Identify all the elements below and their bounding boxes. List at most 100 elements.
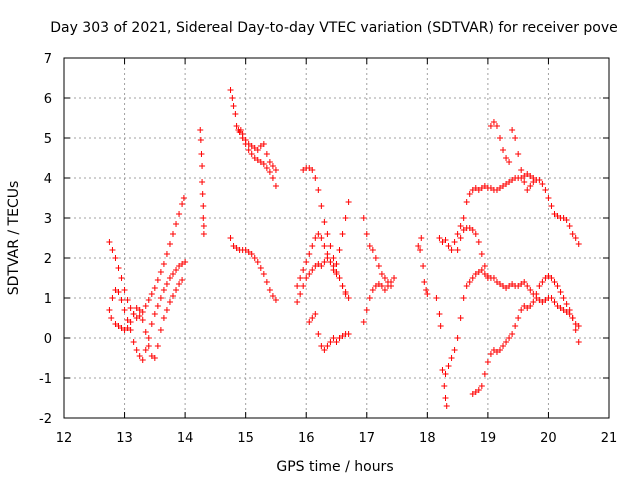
data-point — [512, 135, 519, 141]
data-point — [163, 281, 170, 287]
data-point — [321, 347, 328, 353]
data-point — [233, 245, 240, 251]
data-point — [478, 267, 485, 273]
data-point — [503, 181, 510, 187]
data-point — [145, 297, 152, 303]
data-point — [487, 185, 494, 191]
data-point — [232, 111, 239, 117]
data-point — [527, 303, 534, 309]
data-point — [154, 343, 161, 349]
data-point — [251, 255, 258, 261]
x-tick-label: 13 — [116, 431, 133, 446]
data-point — [481, 271, 488, 277]
data-point — [336, 275, 343, 281]
data-point — [475, 387, 482, 393]
data-point — [148, 321, 155, 327]
data-point — [554, 303, 561, 309]
data-point — [472, 271, 479, 277]
x-tick-label: 21 — [601, 431, 618, 446]
data-point — [200, 215, 207, 221]
data-point — [133, 347, 140, 353]
x-tick-label: 12 — [56, 431, 73, 446]
data-point — [309, 243, 316, 249]
data-point — [469, 187, 476, 193]
data-point — [442, 237, 449, 243]
data-point — [300, 283, 307, 289]
data-point — [417, 247, 424, 253]
data-point — [179, 277, 186, 283]
data-point — [166, 299, 173, 305]
data-point — [509, 331, 516, 337]
data-point — [345, 199, 352, 205]
data-point — [309, 167, 316, 173]
data-point — [230, 103, 237, 109]
series-arc-j — [300, 165, 352, 267]
data-point — [539, 299, 546, 305]
data-point — [497, 185, 503, 191]
data-point — [372, 255, 379, 261]
data-point — [487, 351, 494, 357]
data-point — [106, 239, 113, 245]
data-point — [166, 241, 173, 247]
data-point — [487, 123, 494, 129]
data-point — [415, 243, 422, 249]
data-point — [478, 185, 485, 191]
data-point — [566, 223, 573, 229]
data-point — [245, 147, 252, 153]
data-point — [442, 395, 449, 401]
data-point — [521, 179, 528, 185]
data-point — [160, 315, 167, 321]
data-point — [527, 173, 534, 179]
series-arc-m — [360, 275, 398, 325]
data-point — [424, 291, 431, 297]
data-point — [257, 143, 264, 149]
data-point — [327, 243, 334, 249]
data-point — [378, 271, 385, 277]
data-point — [518, 167, 525, 173]
series-arc-p — [436, 223, 491, 281]
data-point — [475, 187, 482, 193]
data-point — [339, 333, 346, 339]
data-point — [306, 319, 313, 325]
data-point — [199, 179, 206, 185]
y-tick-label: 7 — [44, 52, 52, 67]
data-point — [233, 123, 240, 129]
data-point — [182, 259, 189, 265]
data-point — [312, 311, 319, 317]
data-point — [121, 307, 128, 313]
data-point — [303, 259, 310, 265]
data-point — [506, 335, 513, 341]
data-point — [333, 261, 340, 267]
data-point — [524, 171, 531, 177]
data-point — [418, 235, 425, 241]
data-point — [478, 251, 485, 257]
data-point — [294, 299, 301, 305]
data-point — [372, 283, 379, 289]
data-point — [345, 331, 352, 337]
series-arc-n — [415, 235, 431, 297]
data-point — [557, 305, 564, 311]
y-tick-labels: -2 -1 0 1 2 3 4 5 6 7 — [39, 52, 52, 427]
data-point — [260, 141, 267, 147]
data-point — [481, 263, 488, 269]
chart-title: Day 303 of 2021, Sidereal Day-to-day VTE… — [50, 20, 618, 36]
data-point — [475, 269, 482, 275]
data-point — [375, 263, 382, 269]
data-point — [493, 187, 500, 193]
data-point — [493, 123, 500, 129]
data-point — [443, 403, 450, 409]
data-point — [469, 227, 476, 233]
data-point — [437, 323, 444, 329]
data-point — [142, 347, 149, 353]
data-point — [254, 157, 261, 163]
data-point — [542, 275, 549, 281]
data-point — [478, 383, 485, 389]
data-point — [542, 297, 549, 303]
data-point — [163, 251, 170, 257]
data-point — [554, 213, 561, 219]
data-point — [306, 271, 313, 277]
data-point — [118, 275, 125, 281]
data-point — [342, 215, 349, 221]
data-point — [506, 283, 513, 289]
data-point — [239, 131, 246, 137]
